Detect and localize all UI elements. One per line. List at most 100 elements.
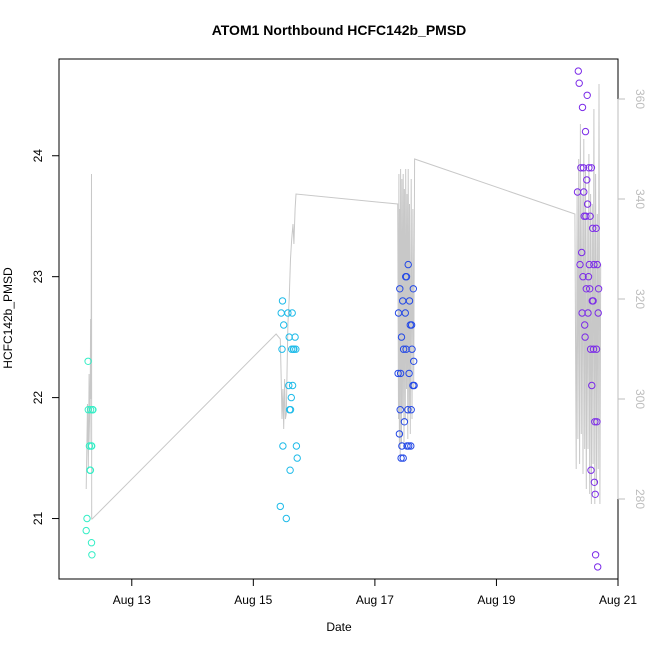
y-axis-left: 21 22 23 24 xyxy=(31,149,59,525)
y-axis-right: 280 300 320 340 360 xyxy=(617,89,647,509)
x-tick-label: Aug 21 xyxy=(599,593,637,607)
data-point xyxy=(593,260,601,269)
plot-frame xyxy=(58,58,619,580)
data-point xyxy=(286,466,294,474)
data-point xyxy=(584,273,593,281)
data-point xyxy=(282,514,290,523)
x-axis: Aug 13 Aug 15 Aug 17 Aug 19 Aug 21 xyxy=(113,578,637,607)
data-point xyxy=(576,260,584,269)
data-point xyxy=(288,381,297,390)
data-point xyxy=(594,285,603,293)
line-layer xyxy=(85,83,602,520)
data-point xyxy=(290,345,298,353)
data-point xyxy=(293,454,301,462)
data-point xyxy=(399,345,408,353)
data-point xyxy=(399,454,407,462)
data-point xyxy=(574,67,582,75)
x-tick-label: Aug 13 xyxy=(113,593,151,607)
data-point xyxy=(86,466,95,474)
data-point xyxy=(292,442,301,450)
data-point xyxy=(587,466,595,474)
data-point xyxy=(278,297,287,305)
data-point xyxy=(592,345,601,353)
data-point xyxy=(581,127,590,136)
data-point xyxy=(284,309,292,317)
data-point xyxy=(590,260,598,269)
data-point xyxy=(288,309,296,317)
y-left-tick-label: 22 xyxy=(31,391,45,405)
data-point xyxy=(86,406,95,414)
data-point xyxy=(291,333,299,341)
data-point xyxy=(593,418,601,426)
data-point xyxy=(580,188,588,196)
data-point xyxy=(588,381,596,390)
data-point xyxy=(396,285,404,293)
data-point xyxy=(87,539,96,547)
series-line xyxy=(85,83,602,520)
y-left-tick-label: 23 xyxy=(31,270,45,284)
data-point xyxy=(586,285,594,293)
data-point xyxy=(594,563,602,571)
data-point xyxy=(88,551,96,559)
data-point xyxy=(410,381,418,390)
data-point xyxy=(409,285,417,293)
x-tick-label: Aug 19 xyxy=(477,593,515,607)
data-point xyxy=(579,273,587,281)
data-point xyxy=(589,297,597,305)
data-point xyxy=(575,79,583,87)
data-point xyxy=(594,309,602,317)
data-point xyxy=(583,91,591,100)
data-point xyxy=(590,478,599,486)
data-point xyxy=(394,369,402,378)
data-point xyxy=(405,369,413,378)
data-point xyxy=(400,418,409,426)
x-axis-title: Date xyxy=(326,620,352,634)
data-point xyxy=(586,212,594,220)
data-point xyxy=(276,502,284,511)
data-point xyxy=(83,514,91,523)
data-point xyxy=(581,321,589,329)
x-tick-label: Aug 15 xyxy=(234,593,272,607)
chart-title: ATOM1 Northbound HCFC142b_PMSD xyxy=(212,22,467,38)
data-point xyxy=(407,321,416,329)
data-point xyxy=(280,321,288,329)
data-point xyxy=(591,418,599,426)
data-point xyxy=(582,285,590,293)
data-point xyxy=(401,309,409,317)
data-point xyxy=(587,164,596,172)
data-point xyxy=(405,297,414,305)
data-point xyxy=(581,333,589,341)
data-point xyxy=(583,176,591,184)
data-point xyxy=(277,309,285,317)
data-point xyxy=(579,164,588,172)
data-point xyxy=(82,526,90,535)
data-point xyxy=(582,212,590,220)
data-point xyxy=(577,164,585,172)
points-layer xyxy=(82,67,603,571)
data-point xyxy=(589,345,598,353)
data-point xyxy=(88,442,96,450)
data-point xyxy=(396,369,405,378)
data-point xyxy=(89,406,97,414)
data-point xyxy=(402,273,411,281)
data-point xyxy=(578,248,586,257)
data-point xyxy=(592,224,600,233)
data-point xyxy=(591,490,599,498)
data-point xyxy=(589,224,597,233)
x-tick-label: Aug 17 xyxy=(356,593,394,607)
data-point xyxy=(404,260,412,269)
y-right-tick-label: 340 xyxy=(633,189,647,209)
data-point xyxy=(287,393,295,402)
data-point xyxy=(404,406,412,414)
data-point xyxy=(407,442,415,450)
data-point xyxy=(410,357,418,365)
data-point xyxy=(292,345,300,353)
data-point xyxy=(397,454,405,462)
data-point xyxy=(85,442,94,450)
data-point xyxy=(584,309,592,317)
data-point xyxy=(591,551,600,559)
data-point xyxy=(585,260,593,269)
data-point xyxy=(583,200,592,208)
data-point xyxy=(395,430,404,438)
